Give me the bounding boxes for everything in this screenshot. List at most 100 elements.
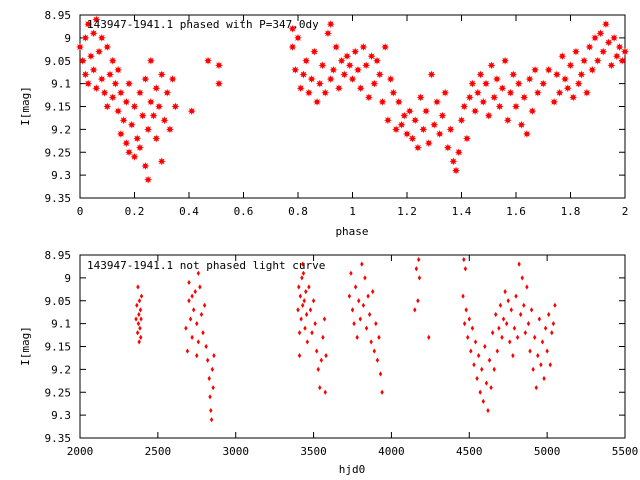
- data-point: [134, 316, 138, 322]
- data-point: [571, 47, 580, 56]
- data-point: [582, 88, 591, 97]
- data-point: [311, 298, 316, 304]
- data-point: [372, 348, 376, 354]
- data-point: [544, 65, 553, 74]
- data-point: [108, 93, 117, 102]
- data-point: [97, 75, 106, 84]
- data-point: [138, 325, 142, 331]
- data-point: [413, 143, 422, 152]
- data-point: [364, 325, 369, 331]
- data-point: [316, 366, 320, 372]
- data-point: [207, 375, 211, 382]
- data-point: [512, 102, 520, 111]
- data-point: [531, 65, 540, 74]
- data-point: [149, 111, 158, 120]
- data-point: [588, 65, 597, 74]
- data-point: [294, 33, 302, 42]
- data-point: [553, 302, 557, 308]
- data-point: [92, 15, 101, 24]
- data-point: [363, 275, 367, 281]
- data-point: [419, 125, 428, 134]
- data-point: [525, 284, 529, 290]
- data-point: [190, 293, 194, 299]
- data-point: [416, 93, 425, 102]
- data-point: [462, 134, 471, 143]
- data-point: [498, 302, 503, 308]
- data-point: [299, 316, 303, 322]
- data-point: [615, 43, 624, 52]
- data-point: [89, 65, 98, 74]
- data-point: [303, 325, 307, 331]
- data-point: [483, 343, 487, 350]
- data-points: [76, 15, 629, 184]
- data-point: [454, 148, 463, 157]
- data-point: [545, 348, 549, 354]
- data-point: [296, 84, 305, 93]
- data-point: [537, 316, 542, 322]
- data-point: [288, 24, 297, 33]
- data-point: [585, 43, 594, 52]
- data-point: [321, 334, 325, 340]
- x-tick-label: 3000: [222, 445, 249, 458]
- data-point: [509, 70, 518, 79]
- data-point: [599, 47, 608, 56]
- data-point: [441, 88, 450, 97]
- data-point: [356, 84, 365, 93]
- y-tick-label: 9.3: [51, 169, 71, 182]
- data-point: [92, 84, 101, 93]
- data-point: [212, 353, 216, 359]
- data-point: [116, 88, 125, 97]
- y-tick-label: 8.95: [45, 9, 72, 22]
- x-tick-label: 0.6: [234, 205, 254, 218]
- data-point: [528, 107, 537, 116]
- x-tick-label: 0.8: [288, 205, 308, 218]
- data-point: [383, 116, 392, 125]
- data-point: [163, 88, 172, 97]
- data-point: [520, 275, 524, 281]
- data-point: [413, 307, 417, 313]
- data-point: [411, 116, 420, 125]
- data-point: [204, 56, 213, 65]
- data-point: [81, 70, 90, 79]
- data-point: [308, 307, 313, 313]
- data-point: [288, 43, 297, 52]
- data-point: [95, 47, 104, 56]
- data-point: [323, 389, 327, 395]
- data-point: [202, 302, 207, 308]
- data-point: [531, 366, 535, 372]
- data-point: [457, 116, 466, 125]
- x-tick-label: 1.2: [397, 205, 417, 218]
- data-point: [196, 270, 201, 276]
- data-point: [369, 339, 373, 345]
- data-point: [352, 321, 356, 327]
- data-point: [315, 79, 324, 88]
- data-point: [211, 385, 215, 391]
- data-point: [495, 348, 500, 354]
- data-point: [517, 120, 526, 129]
- data-point: [144, 125, 153, 134]
- data-point: [323, 29, 332, 38]
- data-point: [307, 75, 316, 84]
- data-point: [523, 330, 528, 336]
- data-point: [476, 70, 485, 79]
- data-point: [604, 38, 613, 47]
- data-point: [195, 353, 199, 359]
- data-point: [550, 330, 554, 336]
- data-point: [394, 97, 403, 106]
- data-point: [400, 111, 409, 120]
- data-point: [498, 84, 507, 93]
- data-point: [319, 357, 324, 363]
- data-point: [300, 302, 305, 308]
- x-tick-label: 4000: [378, 445, 405, 458]
- data-point: [209, 417, 214, 423]
- data-point: [533, 88, 542, 97]
- data-point: [438, 111, 447, 120]
- data-point: [543, 325, 548, 331]
- data-point: [518, 311, 523, 318]
- data-point: [135, 88, 144, 97]
- data-point: [618, 56, 627, 65]
- data-point: [187, 298, 191, 304]
- data-point: [476, 353, 481, 359]
- data-point: [449, 157, 458, 166]
- data-point: [501, 316, 506, 322]
